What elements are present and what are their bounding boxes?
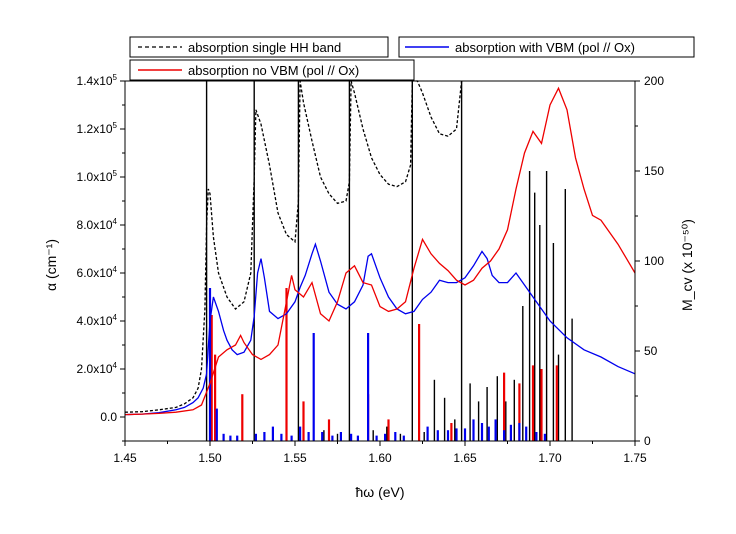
y2-tick-label: 0 <box>644 434 651 448</box>
y-tick-label: 2.0x104 <box>77 361 118 376</box>
y2-axis-title: M_cv (x 10⁻⁵⁰) <box>679 219 695 311</box>
y-tick-label: 4.0x104 <box>77 313 118 328</box>
y-tick-label: 8.0x104 <box>77 217 118 232</box>
y-tick-label: 0.0 <box>100 410 117 424</box>
x-tick-label: 1.70 <box>538 451 562 465</box>
x-tick-label: 1.65 <box>453 451 477 465</box>
series-line-2 <box>124 242 636 416</box>
chart-axes: 1.45 1.50 1.55 1.60 1.65 1.70 1.75 0.0 2.0x104 4.… <box>77 73 665 465</box>
x-tick-label: 1.45 <box>113 451 137 465</box>
legend-box-1 <box>129 36 389 58</box>
y-tick-label: 1.4x105 <box>77 73 118 88</box>
legend-label-3: absorption no VBM (pol // Ox) <box>188 63 359 78</box>
legend-box-3 <box>129 59 415 81</box>
x-tick-label: 1.75 <box>623 451 647 465</box>
chart-marks <box>124 80 636 441</box>
y2-tick-label: 200 <box>644 74 664 88</box>
x-tick-label: 1.50 <box>198 451 222 465</box>
legend-label-2: absorption with VBM (pol // Ox) <box>455 40 635 55</box>
legend-box-2 <box>398 36 695 58</box>
x-tick-label: 1.60 <box>368 451 392 465</box>
y-tick-label: 6.0x104 <box>77 265 118 280</box>
series-line-3 <box>124 86 636 416</box>
y-tick-label: 1.2x105 <box>77 121 118 136</box>
y-axis-title: α (cm⁻¹) <box>43 239 59 291</box>
x-tick-label: 1.55 <box>283 451 307 465</box>
y2-tick-label: 50 <box>644 344 658 358</box>
y2-tick-label: 100 <box>644 254 664 268</box>
legend-label-1: absorption single HH band <box>188 40 341 55</box>
x-axis-title: ħω (eV) <box>355 484 404 500</box>
series-line-1 <box>124 80 463 413</box>
y2-tick-label: 150 <box>644 164 664 178</box>
legend: absorption single HH band absorption wit… <box>129 36 695 81</box>
y-tick-label: 1.0x105 <box>77 169 118 184</box>
